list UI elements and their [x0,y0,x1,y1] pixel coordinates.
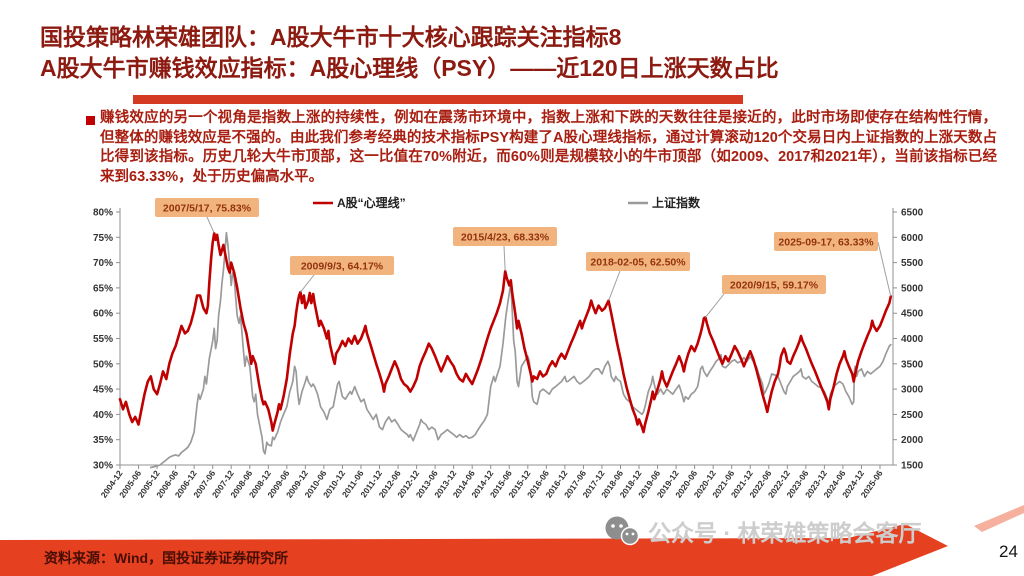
annotation-label: 2018-02-05, 62.50% [590,257,686,269]
y-right-tick-label: 4500 [901,309,924,320]
y-left-tick-label: 55% [93,334,113,345]
y-left-tick-label: 50% [93,359,113,370]
legend-psy-label: A股“心理线” [337,195,406,210]
y-left-tick-label: 70% [93,258,113,269]
y-right-tick-label: 2500 [901,410,924,421]
y-right-tick-label: 2000 [901,435,924,446]
annotation-label: 2020/9/15, 59.17% [730,280,819,292]
bullet-marker [86,116,95,125]
y-right-tick-label: 3000 [901,385,924,396]
annotation-label: 2015/4/23, 68.33% [461,232,550,244]
body-paragraph: 赚钱效应的另一个视角是指数上涨的持续性，例如在震荡市环境中，指数上涨和下跌的天数… [100,110,997,185]
y-left-tick-label: 60% [93,309,113,320]
annotation-box [290,256,394,275]
annotation-leader [503,245,506,272]
y-left-tick-label: 80% [93,208,113,219]
watermark: 公众号 · 林荣雄策略会客厅 [604,514,921,548]
annotation-leader [300,274,315,293]
sse-index-line [149,231,892,469]
y-left-tick-label: 65% [93,283,113,294]
annotation-box [722,275,826,294]
footer-pink-sliver [974,505,1024,532]
annotation-leader [206,216,215,234]
annotation-leader [608,270,621,301]
watermark-text: 公众号 · 林荣雄策略会客厅 [648,520,922,546]
title-underline-bar [133,95,743,104]
wechat-icon [605,516,640,545]
y-left-tick-label: 75% [93,233,113,244]
page-title: 国投策略林荣雄团队：A股大牛市十大核心跟踪关注指标8 A股大牛市赚钱效应指标：A… [40,22,1000,84]
title-line-1: 国投策略林荣雄团队：A股大牛市十大核心跟踪关注指标8 [40,24,622,50]
annotation-box [155,198,259,217]
annotation-box [453,227,557,246]
y-right-tick-label: 6000 [901,233,924,244]
annotation-box [774,232,878,251]
y-right-tick-label: 4000 [901,334,924,345]
y-right-tick-label: 6500 [901,208,924,219]
y-right-tick-label: 5500 [901,258,924,269]
annotation-box [586,252,690,271]
psy-line [118,231,893,434]
y-left-tick-label: 35% [93,435,113,446]
annotation-label: 2009/9/3, 64.17% [301,261,384,273]
legend-sse-label: 上证指数 [652,195,701,210]
y-left-tick-label: 45% [93,385,113,396]
y-left-tick-label: 40% [93,410,113,421]
annotation-label: 2007/5/17, 75.83% [163,203,252,215]
annotation-leader [877,241,892,297]
title-line-2: A股大牛市赚钱效应指标：A股心理线（PSY）——近120日上涨天数占比 [40,55,779,81]
annotation-leader [704,293,725,318]
source-note: 资料来源：Wind，国投证券证券研究所 [44,550,289,566]
annotation-label: 2025-09-17, 63.33% [778,237,874,249]
psy-line-chart: 80% 75% 70% 65% 60% 55% 50% 45% 40% 35% 30% 6500 600… [93,195,924,500]
y-right-tick-label: 1500 [901,461,924,472]
y-right-tick-label: 3500 [901,359,924,370]
y-right-tick-label: 5000 [901,283,924,294]
y-left-tick-label: 30% [93,461,113,472]
page-number: 24 [999,542,1018,561]
